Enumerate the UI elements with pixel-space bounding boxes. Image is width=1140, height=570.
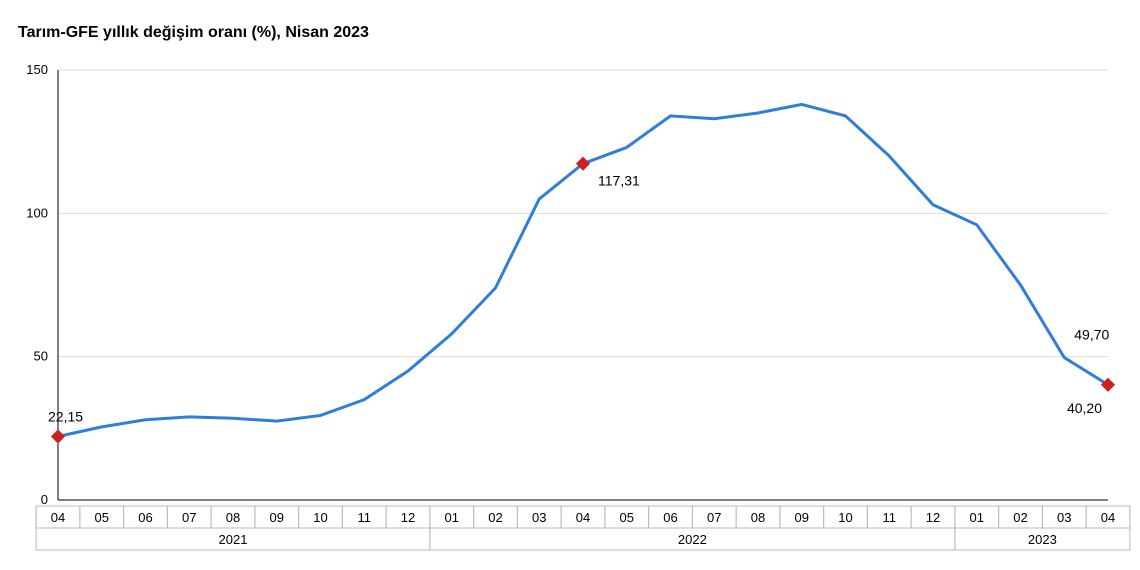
month-tick-label: 11 (358, 510, 372, 525)
month-tick-label: 01 (970, 510, 984, 525)
y-tick-label: 100 (26, 205, 48, 220)
y-tick-label: 150 (26, 62, 48, 77)
month-tick-label: 07 (182, 510, 196, 525)
data-label: 22,15 (48, 409, 83, 425)
month-tick-label: 03 (1057, 510, 1071, 525)
month-tick-label: 10 (838, 510, 852, 525)
month-tick-label: 07 (707, 510, 721, 525)
month-tick-label: 05 (620, 510, 634, 525)
month-tick-label: 04 (1101, 510, 1115, 525)
chart-svg: 0 50 100 150 04 05 06 07 08 09 10 11 12 01 02 03 04 05 06 0… (0, 0, 1140, 570)
month-tick-label: 11 (883, 510, 897, 525)
year-tick-label: 2022 (678, 532, 707, 547)
month-tick-label: 12 (401, 510, 415, 525)
month-tick-label: 04 (576, 510, 590, 525)
month-tick-label: 04 (51, 510, 65, 525)
month-tick-label: 06 (138, 510, 152, 525)
month-tick-label: 05 (95, 510, 109, 525)
y-tick-label: 50 (34, 349, 48, 364)
month-tick-label: 01 (445, 510, 459, 525)
y-tick-label: 0 (41, 492, 48, 507)
month-tick-label: 06 (663, 510, 677, 525)
year-tick-label: 2023 (1028, 532, 1057, 547)
month-tick-label: 02 (488, 510, 502, 525)
chart-title: Tarım-GFE yıllık değişim oranı (%), Nisa… (18, 24, 369, 42)
data-label: 49,70 (1074, 327, 1109, 343)
highlight-marker (51, 429, 65, 443)
data-label: 117,31 (598, 173, 640, 189)
year-tick-label: 2021 (219, 532, 248, 547)
month-tick-label: 08 (751, 510, 765, 525)
line-series (58, 104, 1108, 436)
month-tick-label: 03 (532, 510, 546, 525)
month-tick-label: 08 (226, 510, 240, 525)
data-label: 40,20 (1067, 400, 1102, 416)
month-tick-label: 10 (313, 510, 327, 525)
month-tick-label: 02 (1013, 510, 1027, 525)
month-tick-label: 09 (795, 510, 809, 525)
month-tick-label: 12 (926, 510, 940, 525)
month-tick-label: 09 (270, 510, 284, 525)
highlight-marker (1101, 378, 1115, 392)
